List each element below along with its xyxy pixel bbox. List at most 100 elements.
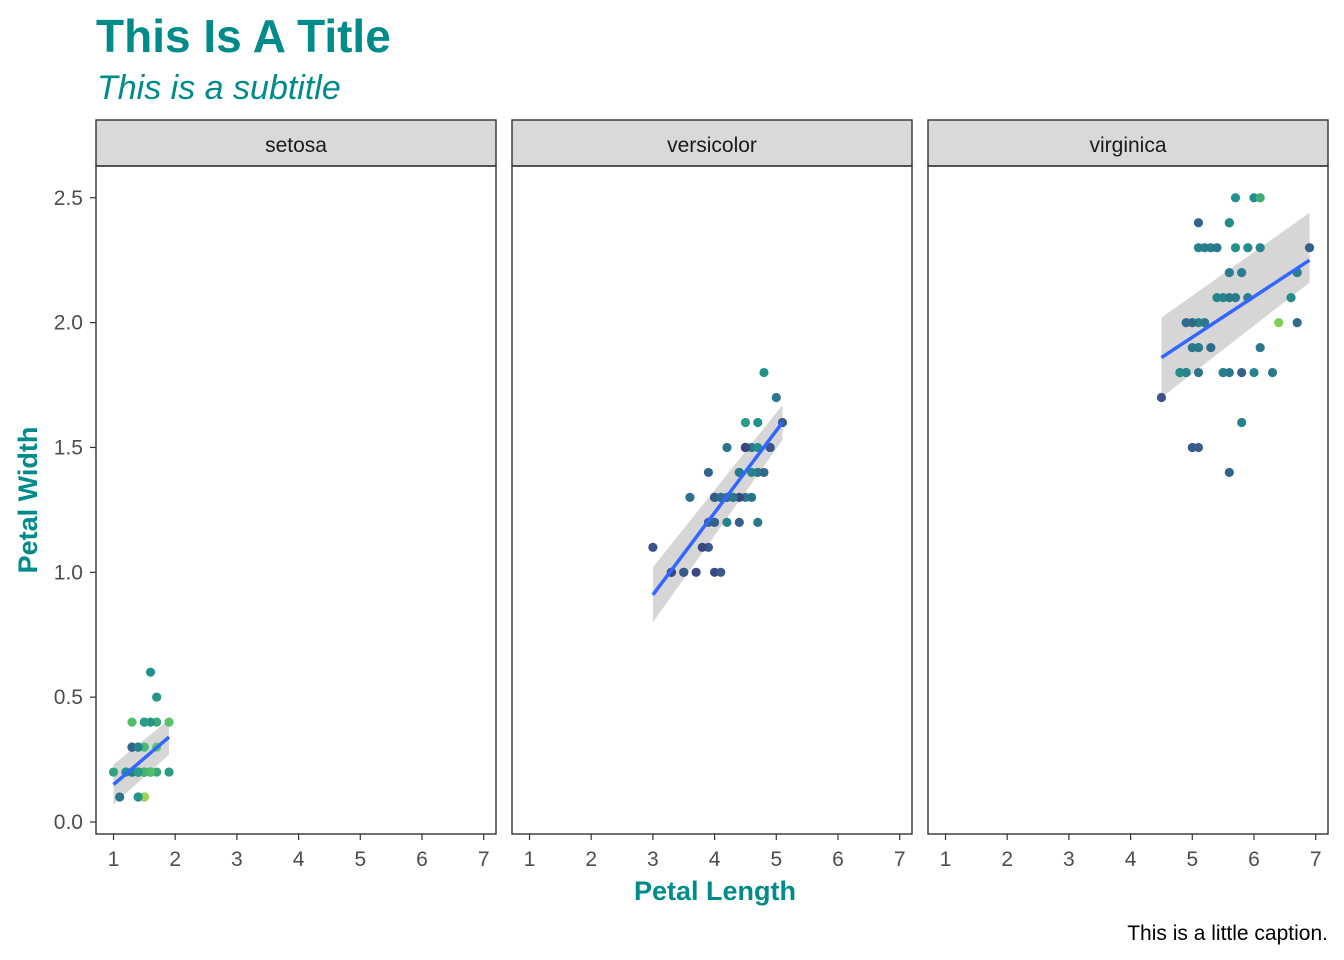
facet-strip-label: virginica [1089, 134, 1166, 157]
x-axis-title: Petal Length [634, 876, 796, 906]
data-point [1237, 417, 1247, 428]
data-point [753, 417, 763, 428]
x-tick-label: 3 [647, 848, 659, 871]
data-point [740, 417, 751, 428]
x-tick-label: 6 [1248, 848, 1260, 871]
data-point [133, 792, 143, 802]
x-tick-label: 6 [832, 848, 844, 871]
data-point [1181, 318, 1191, 328]
data-point [1249, 367, 1259, 378]
data-point [1193, 442, 1204, 453]
x-tick-label: 4 [709, 848, 721, 871]
y-axis-title: Petal Width [13, 427, 43, 574]
data-point [648, 542, 658, 552]
data-point [679, 567, 689, 577]
data-point [691, 567, 701, 577]
x-tick-label: 7 [478, 848, 490, 871]
data-point [1292, 318, 1302, 328]
facet-strip [927, 119, 1329, 167]
x-tick-label: 7 [894, 848, 906, 871]
data-point [1193, 367, 1204, 378]
chart-caption: This is a little caption. [1127, 922, 1328, 945]
data-point [164, 767, 174, 777]
data-point [1224, 467, 1234, 478]
regression-line [112, 735, 171, 786]
data-point [1255, 193, 1265, 203]
data-point [1175, 367, 1185, 378]
confidence-band [652, 405, 783, 623]
x-tick-label: 5 [354, 848, 366, 871]
data-point [145, 667, 156, 677]
data-point [722, 517, 732, 527]
data-point [765, 442, 775, 453]
x-tick-label: 2 [169, 848, 181, 871]
data-point [1243, 243, 1253, 253]
facet-panel-virginica: virginica 1 2 3 4 5 6 7 [927, 119, 1329, 871]
y-tick-label: 1.0 [54, 561, 83, 584]
data-point [1206, 342, 1216, 353]
data-point [139, 717, 149, 727]
data-point [1255, 243, 1265, 253]
facet-strip-label: setosa [265, 134, 327, 157]
panel-frame [511, 165, 913, 835]
x-tick-label: 5 [1186, 848, 1198, 871]
chart-title: This Is A Title [96, 10, 391, 62]
data-point [1255, 342, 1265, 353]
y-tick-label: 0.5 [54, 686, 83, 709]
facet-panel-setosa: setosa 1 2 3 4 5 6 7 [95, 119, 497, 871]
data-point [1187, 342, 1197, 353]
data-point [1267, 367, 1278, 378]
data-point [108, 767, 119, 777]
facet-panels: setosa 1 2 3 4 5 6 7 versicolor 1 2 3 4 5 6 7 virginica 1… [95, 119, 1329, 871]
panel-frame [95, 165, 497, 835]
data-point [1237, 367, 1247, 378]
data-point [1212, 293, 1222, 303]
x-tick-label: 7 [1310, 848, 1322, 871]
data-point [716, 567, 726, 577]
data-point [734, 517, 744, 527]
data-point [1193, 218, 1204, 228]
x-tick-label: 5 [770, 848, 782, 871]
data-point [685, 492, 695, 502]
facet-strip-label: versicolor [667, 134, 757, 157]
x-tick-label: 1 [108, 848, 120, 871]
data-point [1224, 218, 1234, 228]
y-tick-label: 2.5 [54, 187, 83, 210]
data-point [1200, 318, 1210, 328]
data-point [710, 517, 720, 527]
panel-frame [927, 165, 1329, 835]
x-tick-label: 3 [1063, 848, 1075, 871]
x-tick-label: 4 [1125, 848, 1137, 871]
data-point [1156, 392, 1167, 403]
x-tick-label: 1 [940, 848, 952, 871]
y-tick-label: 1.5 [54, 436, 83, 459]
x-tick-label: 6 [416, 848, 428, 871]
data-point [1224, 268, 1234, 278]
data-point [164, 717, 174, 727]
data-point [1230, 193, 1241, 203]
data-point [740, 442, 751, 453]
data-point [703, 467, 714, 478]
data-point [747, 492, 757, 502]
x-tick-label: 1 [524, 848, 536, 871]
data-point [1304, 243, 1315, 253]
chart-subtitle: This is a subtitle [97, 69, 341, 107]
x-tick-label: 3 [231, 848, 243, 871]
data-point [753, 517, 763, 527]
x-tick-label: 4 [293, 848, 305, 871]
data-point [133, 767, 143, 777]
facet-strip [95, 119, 497, 167]
data-point [133, 742, 143, 752]
data-point [1218, 367, 1228, 378]
facet-panel-versicolor: versicolor 1 2 3 4 5 6 7 [511, 119, 913, 871]
data-point [1286, 293, 1296, 303]
data-point [1274, 318, 1284, 328]
facet-strip [511, 119, 913, 167]
y-axis: 0.0 0.5 1.0 1.5 2.0 2.5 [54, 187, 96, 834]
data-point [1212, 243, 1222, 253]
regression-line [651, 421, 784, 596]
x-tick-label: 2 [1001, 848, 1013, 871]
data-point [1230, 243, 1241, 253]
y-tick-label: 2.0 [54, 312, 83, 335]
